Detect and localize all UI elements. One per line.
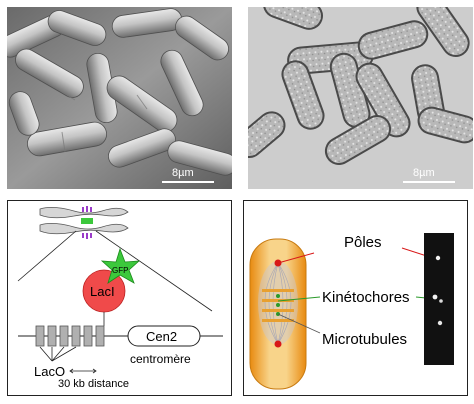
microtubules-label: Microtubules xyxy=(322,331,408,348)
kinetochores-label: Kinétochores xyxy=(322,289,410,306)
poles-label: Pôles xyxy=(344,234,382,251)
construct-diagram xyxy=(17,206,223,374)
pole-bottom xyxy=(274,340,282,348)
gfp-star-icon xyxy=(100,247,141,284)
chromosome-icon xyxy=(39,207,129,235)
gfp-label: GFP xyxy=(112,266,129,275)
sem-micrograph-panel: 8µm xyxy=(7,7,232,189)
construct-diagram-panel: GFP LacI Cen2 centromère LacO 30 kb dist… xyxy=(7,200,232,396)
distance-label: 30 kb distance xyxy=(58,378,129,390)
spindle xyxy=(264,262,292,345)
centromere-label: centromère xyxy=(130,352,191,366)
mitosis-diagram xyxy=(249,233,454,390)
distance-arrow xyxy=(69,368,97,374)
laco-repeats xyxy=(35,325,105,347)
dic-scale-bar xyxy=(403,181,455,183)
cen2-box xyxy=(127,325,201,347)
laco-label: LacO xyxy=(34,364,66,379)
sem-cells-image xyxy=(7,7,232,189)
dic-scale-label: 8µm xyxy=(413,167,435,179)
centromere-green-mark xyxy=(81,218,93,224)
dic-micrograph-panel: 8µm xyxy=(248,7,473,189)
laci-label: LacI xyxy=(90,284,115,299)
fluorescence-strip xyxy=(424,233,454,365)
cen2-label: Cen2 xyxy=(146,329,178,344)
mitosis-diagram-panel: Pôles Kinétochores Microtubules xyxy=(243,200,468,396)
dic-cells-image xyxy=(248,7,473,189)
sem-scale-bar xyxy=(162,181,214,183)
sem-scale-label: 8µm xyxy=(172,167,194,179)
